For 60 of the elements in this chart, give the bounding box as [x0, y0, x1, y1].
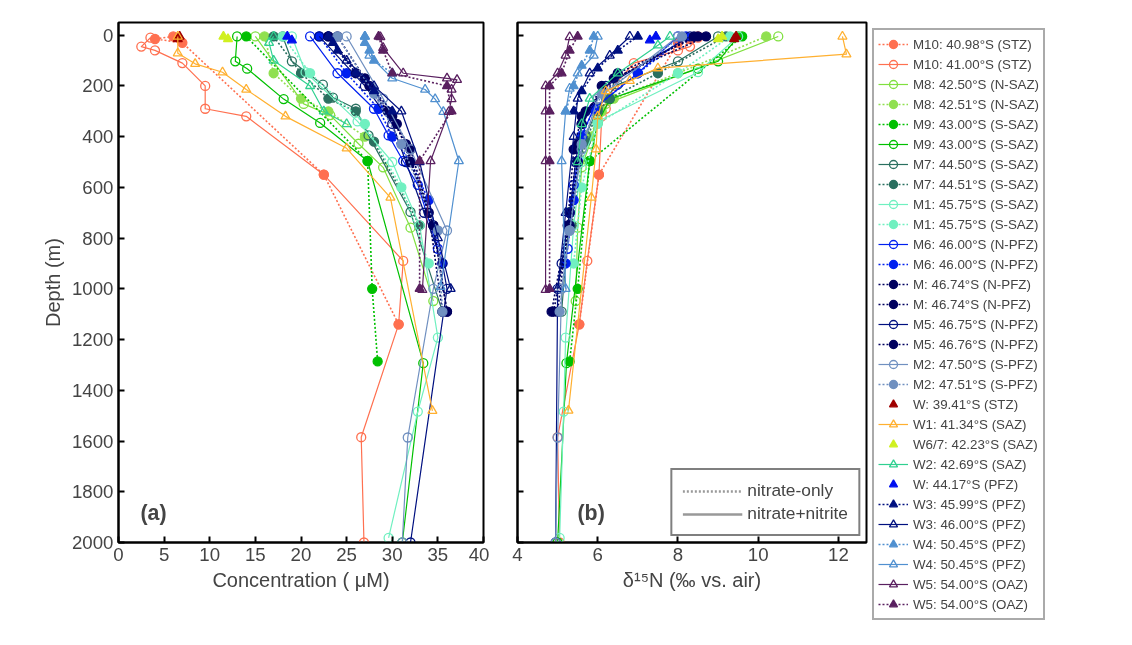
legend-label: M10: 40.98°S (STZ): [913, 36, 1032, 52]
x-axis-title: Concentration ( μM): [212, 568, 390, 591]
y-tick-label: 1600: [72, 430, 114, 452]
y-tick-label: 600: [82, 176, 114, 198]
x-tick-label: 10: [747, 543, 769, 565]
y-tick-label: 1800: [72, 481, 114, 503]
x-tick-label: 6: [592, 543, 603, 565]
y-tick-label: 0: [103, 24, 114, 46]
x-tick-label: 25: [336, 543, 358, 565]
legend-label: M1: 45.75°S (S-SAZ): [913, 216, 1039, 232]
x-tick-label: 4: [512, 543, 523, 565]
x-tick-label: 5: [158, 543, 170, 565]
legend-label: W2: 42.69°S (SAZ): [913, 456, 1027, 472]
legend-label: M5: 46.76°S (N-PFZ): [913, 336, 1039, 352]
legend-label: M2: 47.50°S (S-PFZ): [913, 356, 1038, 372]
legend-label: M5: 46.75°S (N-PFZ): [913, 316, 1039, 332]
legend-label: M2: 47.51°S (S-PFZ): [913, 376, 1038, 392]
x-tick-label: 35: [427, 543, 449, 565]
y-tick-label: 1400: [72, 379, 114, 401]
y-tick-label: 400: [82, 126, 114, 148]
legend-label: W4: 50.45°S (PFZ): [913, 556, 1026, 572]
legend-label: W: 44.17°S (PFZ): [913, 476, 1019, 492]
annotation: nitrate-only: [747, 480, 834, 501]
legend-label: M1: 45.75°S (S-SAZ): [913, 196, 1039, 212]
legend-label: M8: 42.51°S (N-SAZ): [913, 96, 1040, 112]
legend-label: W4: 50.45°S (PFZ): [913, 536, 1026, 552]
x-axis-title: δ¹⁵N (‰ vs. air): [622, 568, 762, 591]
x-tick-label: 10: [199, 543, 221, 565]
legend-label: M7: 44.50°S (S-SAZ): [913, 156, 1039, 172]
x-tick-label: 20: [290, 543, 312, 565]
y-tick-label: 200: [82, 75, 114, 97]
y-tick-label: 1200: [72, 329, 114, 351]
annotation: nitrate+nitrite: [747, 503, 848, 524]
x-tick-label: 12: [828, 543, 849, 565]
y-tick-label: 2000: [72, 532, 114, 553]
legend-label: W1: 41.34°S (SAZ): [913, 416, 1027, 432]
legend-label: M10: 41.00°S (STZ): [913, 56, 1032, 72]
legend-label: M6: 46.00°S (N-PFZ): [913, 256, 1039, 272]
legend-label: W6/7: 42.23°S (SAZ): [913, 436, 1038, 452]
legend-label: M8: 42.50°S (N-SAZ): [913, 76, 1040, 92]
legend-label: M: 46.74°S (N-PFZ): [913, 296, 1031, 312]
x-tick-label: 30: [381, 543, 403, 565]
y-tick-label: 1000: [72, 278, 114, 300]
legend-label: M: 46.74°S (N-PFZ): [913, 276, 1031, 292]
legend-label: W3: 46.00°S (PFZ): [913, 516, 1026, 532]
x-tick-label: 8: [672, 543, 684, 565]
legend-label: M9: 43.00°S (S-SAZ): [913, 136, 1039, 152]
y-axis-title: Depth (m): [42, 238, 64, 327]
annotation: (a): [140, 500, 167, 525]
x-tick-label: 15: [245, 543, 266, 565]
annotation: (b): [577, 500, 605, 525]
legend-label: M7: 44.51°S (S-SAZ): [913, 176, 1039, 192]
legend-label: W5: 54.00°S (OAZ): [913, 576, 1028, 592]
legend-label: W: 39.41°S (STZ): [913, 396, 1019, 412]
legend-label: M9: 43.00°S (S-SAZ): [913, 116, 1039, 132]
x-tick-label: 40: [468, 543, 490, 565]
legend-label: M6: 46.00°S (N-PFZ): [913, 236, 1039, 252]
legend-label: W5: 54.00°S (OAZ): [913, 596, 1028, 612]
y-tick-label: 800: [82, 227, 114, 249]
legend-label: W3: 45.99°S (PFZ): [913, 496, 1026, 512]
